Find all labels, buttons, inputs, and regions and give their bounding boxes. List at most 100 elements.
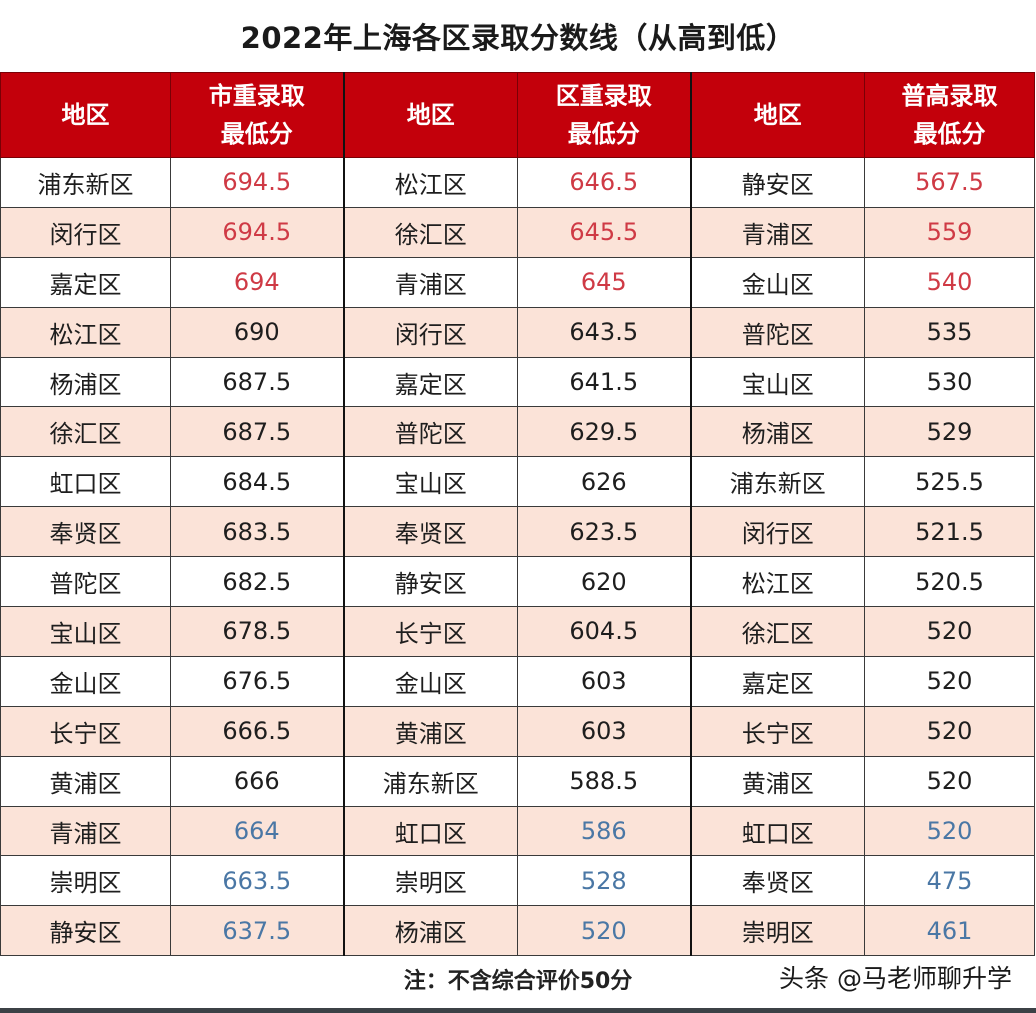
district-cell: 徐汇区 xyxy=(342,206,518,258)
general-high-score-cell: 535 xyxy=(864,306,1035,358)
district-cell: 闵行区 xyxy=(0,206,171,258)
district-cell: 浦东新区 xyxy=(342,755,518,807)
city-key-score-cell: 694 xyxy=(170,256,344,308)
district-key-score-cell: 623.5 xyxy=(517,506,691,558)
district-cell: 崇明区 xyxy=(0,855,171,907)
city-key-score-cell: 663.5 xyxy=(170,855,344,907)
city-key-score-cell: 694.5 xyxy=(170,157,344,208)
general-high-score-cell: 525.5 xyxy=(864,456,1035,508)
district-cell: 黄浦区 xyxy=(342,705,518,757)
district-key-score-cell: 620 xyxy=(517,556,691,608)
general-high-score-cell: 567.5 xyxy=(864,157,1035,208)
district-cell: 黄浦区 xyxy=(0,755,171,807)
general-high-score-cell: 520 xyxy=(864,655,1035,707)
district-cell: 静安区 xyxy=(0,905,171,957)
district-cell: 杨浦区 xyxy=(689,406,865,458)
district-cell: 静安区 xyxy=(342,556,518,608)
table-row: 宝山区 678.5 长宁区 604.5 徐汇区 520 xyxy=(0,606,1035,657)
city-key-score-cell: 666.5 xyxy=(170,705,344,757)
general-high-score-cell: 559 xyxy=(864,206,1035,258)
general-high-score-cell: 520 xyxy=(864,805,1035,857)
district-cell: 金山区 xyxy=(0,655,171,707)
district-cell: 长宁区 xyxy=(0,705,171,757)
admission-score-table: 地区 市重录取 最低分 地区 区重录取 最低分 地区 普高录取 最低分 浦东新区 694… xyxy=(0,72,1035,957)
district-cell: 长宁区 xyxy=(689,705,865,757)
district-cell: 青浦区 xyxy=(689,206,865,258)
district-cell: 闵行区 xyxy=(342,306,518,358)
city-key-score-cell: 637.5 xyxy=(170,905,344,957)
district-key-score-cell: 643.5 xyxy=(517,306,691,358)
district-cell: 青浦区 xyxy=(0,805,171,857)
general-high-score-cell: 520 xyxy=(864,705,1035,757)
district-cell: 松江区 xyxy=(342,157,518,208)
district-cell: 长宁区 xyxy=(342,606,518,657)
table-row: 金山区 676.5 金山区 603 嘉定区 520 xyxy=(0,655,1035,707)
general-high-score-cell: 475 xyxy=(864,855,1035,907)
city-key-score-cell: 666 xyxy=(170,755,344,807)
table-row: 黄浦区 666 浦东新区 588.5 黄浦区 520 xyxy=(0,755,1035,807)
city-key-score-cell: 683.5 xyxy=(170,506,344,558)
district-key-score-cell: 641.5 xyxy=(517,356,691,408)
table-row: 静安区 637.5 杨浦区 520 崇明区 461 xyxy=(0,905,1035,957)
table-row: 虹口区 684.5 宝山区 626 浦东新区 525.5 xyxy=(0,456,1035,508)
district-key-score-cell: 588.5 xyxy=(517,755,691,807)
table-row: 崇明区 663.5 崇明区 528 奉贤区 475 xyxy=(0,855,1035,907)
district-cell: 闵行区 xyxy=(689,506,865,558)
district-key-score-cell: 603 xyxy=(517,655,691,707)
district-cell: 奉贤区 xyxy=(689,855,865,907)
district-cell: 杨浦区 xyxy=(342,905,518,957)
city-key-score-cell: 690 xyxy=(170,306,344,358)
footnote: 注：不含综合评价50分 xyxy=(403,969,633,994)
general-high-score-cell: 520 xyxy=(864,606,1035,657)
district-cell: 嘉定区 xyxy=(342,356,518,408)
city-key-score-cell: 678.5 xyxy=(170,606,344,657)
district-cell: 普陀区 xyxy=(0,556,171,608)
table-row: 奉贤区 683.5 奉贤区 623.5 闵行区 521.5 xyxy=(0,506,1035,558)
district-cell: 黄浦区 xyxy=(689,755,865,807)
district-key-score-cell: 646.5 xyxy=(517,157,691,208)
bottom-edge-strip xyxy=(0,1008,1036,1013)
district-cell: 嘉定区 xyxy=(689,655,865,707)
table-row: 普陀区 682.5 静安区 620 松江区 520.5 xyxy=(0,556,1035,608)
district-key-score-cell: 645 xyxy=(517,256,691,308)
district-cell: 奉贤区 xyxy=(342,506,518,558)
city-key-score-cell: 687.5 xyxy=(170,406,344,458)
district-cell: 普陀区 xyxy=(689,306,865,358)
district-key-score-cell: 629.5 xyxy=(517,406,691,458)
district-cell: 金山区 xyxy=(342,655,518,707)
district-cell: 虹口区 xyxy=(342,805,518,857)
district-cell: 青浦区 xyxy=(342,256,518,308)
district-cell: 浦东新区 xyxy=(689,456,865,508)
header-row: 地区 市重录取 最低分 地区 区重录取 最低分 地区 普高录取 最低分 xyxy=(0,72,1035,158)
city-key-score-cell: 676.5 xyxy=(170,655,344,707)
district-cell: 徐汇区 xyxy=(0,406,171,458)
district-key-score-cell: 604.5 xyxy=(517,606,691,657)
district-cell: 虹口区 xyxy=(0,456,171,508)
table-row: 浦东新区 694.5 松江区 646.5 静安区 567.5 xyxy=(0,157,1035,208)
header-general-high-min-score: 普高录取 最低分 xyxy=(864,72,1035,158)
district-cell: 奉贤区 xyxy=(0,506,171,558)
header-city-key-min-score: 市重录取 最低分 xyxy=(170,72,344,158)
general-high-score-cell: 520.5 xyxy=(864,556,1035,608)
district-cell: 静安区 xyxy=(689,157,865,208)
district-cell: 杨浦区 xyxy=(0,356,171,408)
district-key-score-cell: 520 xyxy=(517,905,691,957)
district-cell: 徐汇区 xyxy=(689,606,865,657)
watermark: 头条 @马老师聊升学 xyxy=(779,964,1012,993)
city-key-score-cell: 684.5 xyxy=(170,456,344,508)
table-row: 长宁区 666.5 黄浦区 603 长宁区 520 xyxy=(0,705,1035,757)
district-cell: 宝山区 xyxy=(0,606,171,657)
page-title: 2022年上海各区录取分数线（从高到低） xyxy=(240,21,796,55)
district-key-score-cell: 645.5 xyxy=(517,206,691,258)
header-district-2: 地区 xyxy=(342,72,518,158)
header-district-3: 地区 xyxy=(689,72,865,158)
general-high-score-cell: 529 xyxy=(864,406,1035,458)
footer: 注：不含综合评价50分 头条 @马老师聊升学 xyxy=(0,955,1036,1008)
district-cell: 普陀区 xyxy=(342,406,518,458)
city-key-score-cell: 687.5 xyxy=(170,356,344,408)
table-row: 徐汇区 687.5 普陀区 629.5 杨浦区 529 xyxy=(0,406,1035,458)
district-key-score-cell: 626 xyxy=(517,456,691,508)
header-district-key-min-score: 区重录取 最低分 xyxy=(517,72,691,158)
district-cell: 虹口区 xyxy=(689,805,865,857)
table-row: 闵行区 694.5 徐汇区 645.5 青浦区 559 xyxy=(0,206,1035,258)
